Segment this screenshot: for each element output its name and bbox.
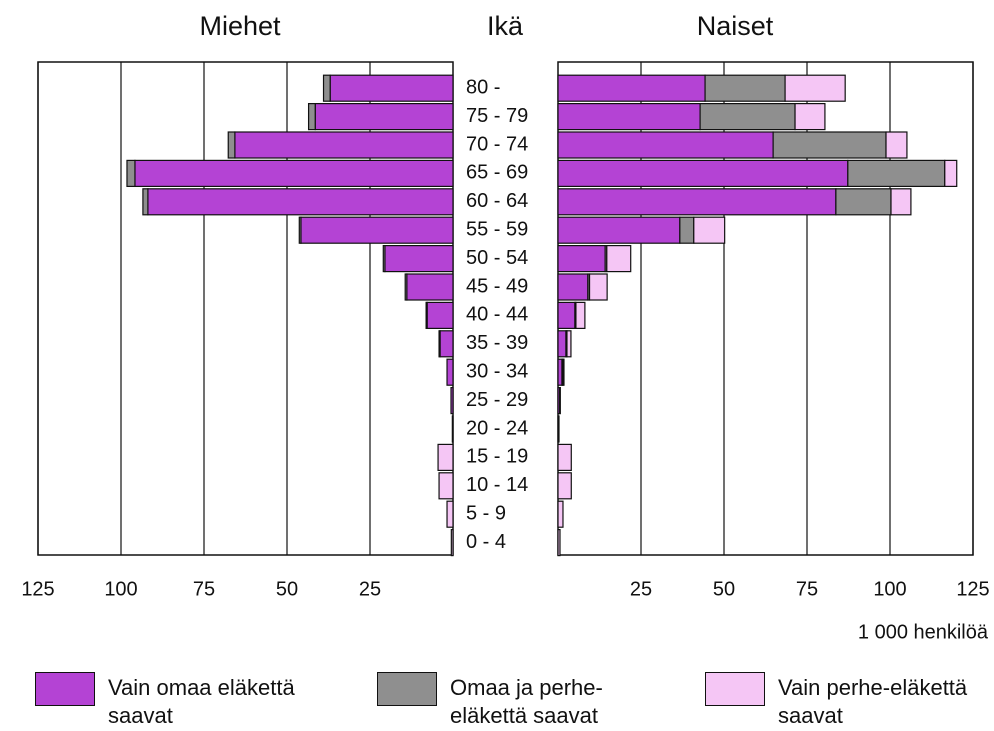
- bar-segment: [404, 273, 408, 301]
- x-tick-label: 100: [873, 578, 906, 600]
- left-title: Miehet: [199, 11, 281, 41]
- bar-segment: [559, 387, 561, 415]
- bar-segment: [699, 102, 796, 131]
- x-tick-label: 125: [956, 578, 989, 600]
- bar-segment: [557, 301, 576, 329]
- category-label: 5 - 9: [466, 502, 506, 524]
- bar-segment: [885, 131, 908, 159]
- bar-segment: [557, 131, 774, 159]
- bar-segment: [557, 159, 849, 187]
- bar-segment: [298, 216, 302, 244]
- category-label: 70 - 74: [466, 133, 528, 155]
- bar-segment: [557, 528, 561, 557]
- x-tick-label: 100: [104, 578, 137, 600]
- category-label: 80 -: [466, 76, 500, 98]
- category-label: 65 - 69: [466, 162, 528, 184]
- bar-segment: [142, 188, 149, 216]
- bar-segment: [450, 387, 454, 415]
- bar-segment: [557, 102, 701, 131]
- bar-segment: [784, 74, 846, 102]
- bar-segment: [847, 159, 946, 187]
- legend-label: Omaa ja perhe-eläkettä saavat: [450, 675, 603, 728]
- bar-segment: [446, 358, 454, 386]
- center-title: Ikä: [487, 11, 524, 41]
- bar-segment: [704, 74, 786, 102]
- bar-segment: [126, 159, 136, 187]
- bar-segment: [439, 330, 454, 358]
- legend-label: Vain perhe-eläkettä saavat: [778, 675, 968, 728]
- bar-segment: [437, 443, 454, 471]
- category-label: 20 - 24: [466, 417, 528, 439]
- bar-segment: [438, 472, 454, 500]
- bar-segment: [794, 102, 826, 131]
- category-label: 30 - 34: [466, 360, 528, 382]
- bar-segment: [693, 216, 726, 244]
- bar-segment: [134, 159, 454, 187]
- bar-segment: [588, 273, 608, 301]
- x-tick-label: 125: [21, 578, 54, 600]
- bar-segment: [147, 188, 454, 216]
- category-label: 50 - 54: [466, 247, 528, 269]
- bar-segment: [425, 301, 428, 329]
- bar-segment: [557, 330, 567, 358]
- bar-segment: [557, 74, 706, 102]
- bar-segment: [234, 131, 454, 159]
- bar-segment: [557, 500, 564, 528]
- bar-segment: [382, 245, 386, 273]
- bar-segment: [322, 74, 331, 102]
- bar-segment: [557, 273, 589, 301]
- bar-segment: [450, 528, 454, 557]
- bar-segment: [307, 102, 316, 131]
- bar-segment: [575, 301, 586, 329]
- legend-swatch: [377, 672, 437, 706]
- unit-label: 1 000 henkilöä: [858, 621, 989, 643]
- x-tick-label: 25: [359, 578, 381, 600]
- x-tick-label: 25: [630, 578, 652, 600]
- bar-segment: [557, 216, 681, 244]
- category-label: 45 - 49: [466, 275, 528, 297]
- bar-segment: [446, 500, 454, 528]
- bar-segment: [227, 131, 236, 159]
- bar-segment: [300, 216, 454, 244]
- bar-segment: [557, 472, 572, 500]
- category-label: 40 - 44: [466, 304, 528, 326]
- bar-segment: [406, 273, 454, 301]
- right-title: Naiset: [697, 11, 774, 41]
- bar-segment: [426, 301, 454, 329]
- category-label: 10 - 14: [466, 474, 528, 496]
- bar-segment: [451, 415, 454, 443]
- category-label: 15 - 19: [466, 446, 528, 468]
- bar-segment: [944, 159, 958, 187]
- category-label: 35 - 39: [466, 332, 528, 354]
- category-label: 75 - 79: [466, 105, 528, 127]
- category-label: 0 - 4: [466, 531, 506, 553]
- x-tick-label: 75: [796, 578, 818, 600]
- legend-swatch: [35, 672, 95, 706]
- chart: Miehet Ikä Naiset 1 000 henkilöä 25 25 50 5…: [21, 11, 989, 643]
- bar-segment: [314, 102, 454, 131]
- bar-segment: [438, 330, 441, 358]
- bar-segment: [557, 188, 837, 216]
- legend-swatch: [705, 672, 765, 706]
- bar-segment: [384, 245, 454, 273]
- bar-segment: [329, 74, 454, 102]
- category-label: 60 - 64: [466, 190, 528, 212]
- bar-segment: [566, 330, 572, 358]
- bar-segment: [679, 216, 695, 244]
- bar-segment: [835, 188, 892, 216]
- category-label: 55 - 59: [466, 218, 528, 240]
- legend-label: Vain omaa eläkettä saavat: [108, 675, 295, 728]
- bar-segment: [557, 443, 572, 471]
- x-tick-label: 50: [713, 578, 735, 600]
- bar-segment: [557, 415, 560, 443]
- bar-segment: [557, 245, 606, 273]
- x-tick-label: 75: [193, 578, 215, 600]
- bar-segment: [562, 358, 565, 386]
- x-tick-label: 50: [276, 578, 298, 600]
- category-label: 25 - 29: [466, 389, 528, 411]
- bar-segment: [606, 245, 632, 273]
- bar-segment: [772, 131, 887, 159]
- bar-segment: [890, 188, 912, 216]
